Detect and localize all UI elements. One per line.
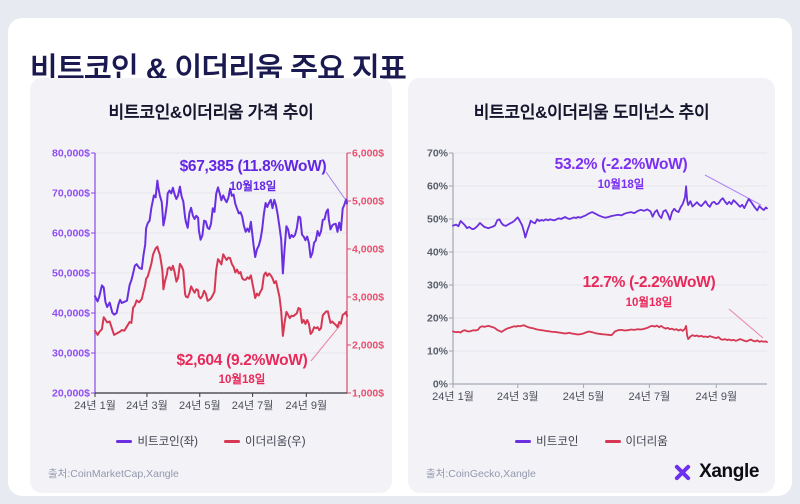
y-tick-label: 30,000$ xyxy=(52,348,90,360)
annotation-date: 10월18일 xyxy=(230,179,277,193)
legend-item-ethereum: 이더리움 xyxy=(604,433,668,449)
annotation-date: 10월18일 xyxy=(219,372,266,386)
legend-item-bitcoin: 비트코인 xyxy=(515,433,579,449)
dominance-chart-title: 비트코인&이더리움 도미넌스 추이 xyxy=(473,103,710,122)
bitcoin-legend-marker xyxy=(116,439,133,443)
x-tick-label: 24년 5월 xyxy=(563,390,605,403)
xangle-x-icon xyxy=(674,464,691,480)
x-tick-label: 24년 1월 xyxy=(74,399,116,412)
dominance-chart-legend: 비트코인 이더리움 xyxy=(408,433,775,449)
y-tick-label: 70,000$ xyxy=(52,188,90,200)
annotation-value: 12.7% (-2.2%WoW) xyxy=(583,274,716,291)
price-chart-legend: 비트코인(좌) 이더리움(우) xyxy=(30,433,392,449)
annotation-date: 10월18일 xyxy=(598,177,645,191)
y-tick-label: 10% xyxy=(427,346,449,358)
annotation-connector xyxy=(325,171,346,200)
dominance-chart-source: 출처:CoinGecko,Xangle xyxy=(426,468,536,480)
x-tick-label: 24년 3월 xyxy=(497,390,539,403)
y-tick-label: 3,000$ xyxy=(352,292,384,304)
bitcoin-dominance-line xyxy=(452,185,768,239)
y-tick-label: 40,000$ xyxy=(52,308,90,320)
annotation-date: 10월18일 xyxy=(626,295,673,309)
x-tick-label: 24년 7월 xyxy=(232,399,274,412)
annotation-connector xyxy=(310,322,343,362)
bitcoin-price-line xyxy=(94,179,348,316)
ethereum-legend-marker xyxy=(604,439,621,443)
y-tick-label: 6,000$ xyxy=(352,148,384,160)
x-tick-label: 24년 9월 xyxy=(695,390,737,403)
annotation-connector xyxy=(704,174,762,206)
legend-item-bitcoin: 비트코인(좌) xyxy=(116,433,198,449)
legend-label-ethereum: 이더리움(우) xyxy=(245,436,306,448)
y-tick-label: 2,000$ xyxy=(352,340,384,352)
y-tick-label: 30% xyxy=(427,280,449,292)
annotation-value: $67,385 (11.8%WoW) xyxy=(180,158,327,175)
dominance-chart-panel: 비트코인&이더리움 도미넌스 추이 0% 10% 20% 30% 40% 50% 60% 70… xyxy=(408,78,775,493)
y-tick-label: 60% xyxy=(427,181,449,193)
xangle-logo: Xangle xyxy=(672,461,759,483)
legend-label-bitcoin: 비트코인 xyxy=(536,436,579,448)
x-tick-label: 24년 7월 xyxy=(629,390,671,403)
y-tick-label: 40% xyxy=(427,247,449,259)
ethereum-dominance-line xyxy=(452,324,768,344)
y-tick-label: 70% xyxy=(427,148,449,160)
y-tick-label: 20,000$ xyxy=(52,388,90,400)
y-tick-label: 80,000$ xyxy=(52,148,90,160)
x-tick-label: 24년 9월 xyxy=(285,399,327,412)
legend-label-ethereum: 이더리움 xyxy=(625,436,668,448)
price-chart-panel: 비트코인&이더리움 가격 추이 20,000$ 30,000$ 40,000$ 50,… xyxy=(30,78,392,493)
legend-item-ethereum: 이더리움(우) xyxy=(224,433,306,449)
x-tick-label: 24년 5월 xyxy=(179,399,221,412)
ethereum-legend-marker xyxy=(224,439,240,443)
y-tick-label: 50% xyxy=(427,214,449,226)
y-tick-label: 0% xyxy=(433,379,449,391)
legend-label-bitcoin: 비트코인(좌) xyxy=(137,436,198,448)
bitcoin-legend-marker xyxy=(515,439,532,443)
report-card: 비트코인 & 이더리움 주요 지표 비트코인&이더리움 가격 추이 20,000… xyxy=(8,18,792,496)
price-chart-source: 출처:CoinMarketCap,Xangle xyxy=(48,468,179,480)
y-tick-label: 4,000$ xyxy=(352,244,384,256)
y-tick-label: 20% xyxy=(427,313,449,325)
price-chart-title: 비트코인&이더리움 가격 추이 xyxy=(108,103,314,122)
y-tick-label: 50,000$ xyxy=(52,268,90,280)
x-tick-label: 24년 1월 xyxy=(432,390,474,403)
x-tick-label: 24년 3월 xyxy=(126,399,168,412)
dominance-chart-svg: 0% 10% 20% 30% 40% 50% 60% 70% 24년 1월 24년 3월 24년 5… xyxy=(427,148,768,403)
price-chart-svg: 20,000$ 30,000$ 40,000$ 50,000$ 60,000$ 70,00… xyxy=(52,148,384,413)
y-tick-label: 5,000$ xyxy=(352,196,384,208)
y-tick-label: 1,000$ xyxy=(352,388,384,400)
y-tick-label: 60,000$ xyxy=(52,228,90,240)
ethereum-price-line xyxy=(94,245,348,337)
xangle-logo-text: Xangle xyxy=(699,461,759,482)
annotation-value: $2,604 (9.2%WoW) xyxy=(176,352,307,369)
annotation-value: 53.2% (-2.2%WoW) xyxy=(555,156,688,173)
annotation-connector xyxy=(728,308,764,339)
